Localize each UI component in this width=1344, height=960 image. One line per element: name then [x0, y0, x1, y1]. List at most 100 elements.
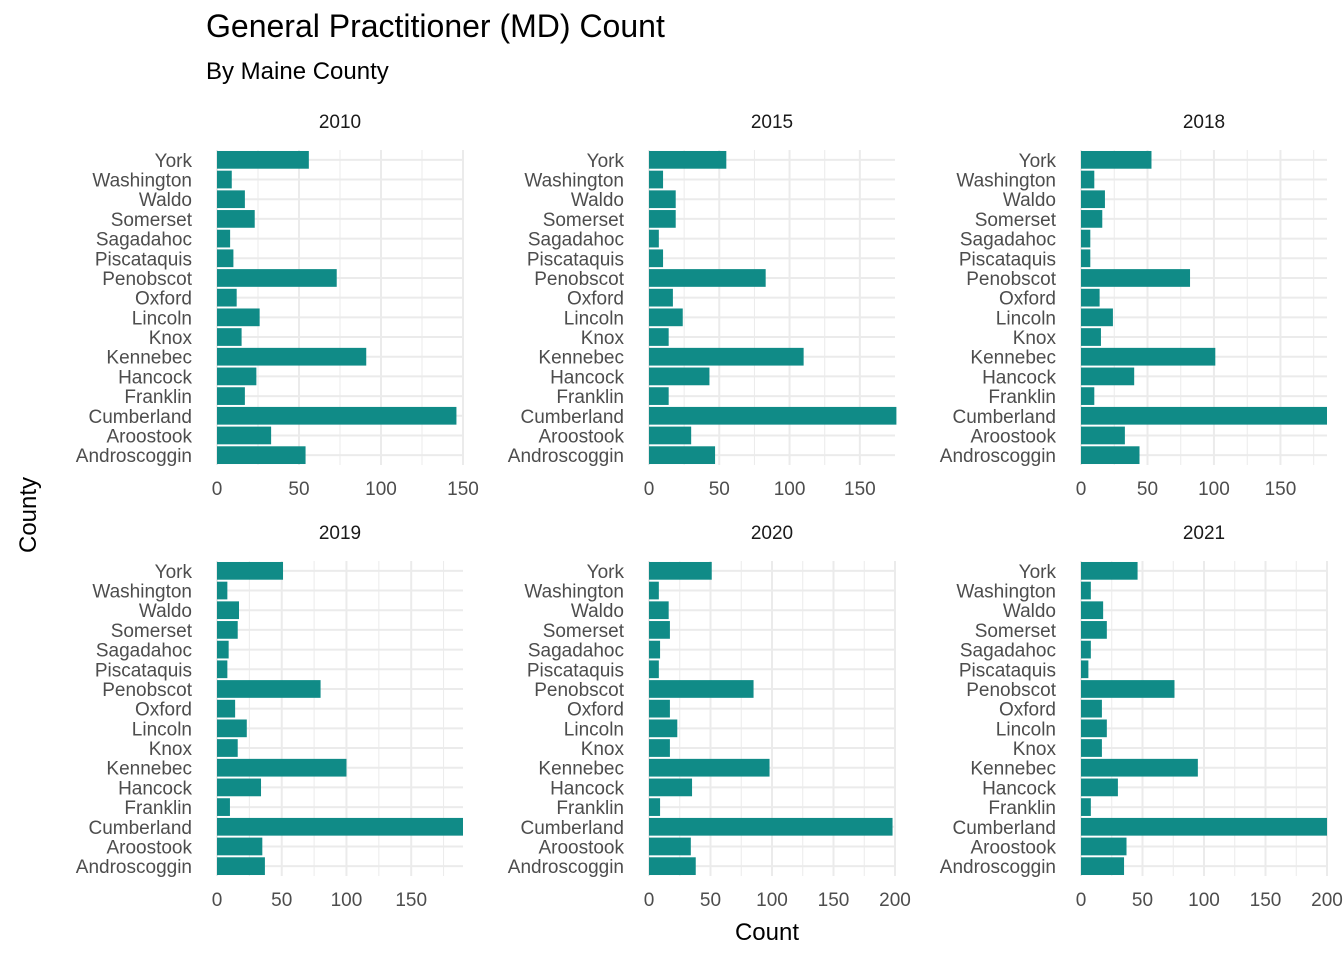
y-tick-label: Kennebec [538, 759, 624, 780]
y-tick-label: Piscataquis [95, 660, 192, 681]
y-tick-label: Lincoln [996, 719, 1056, 740]
bar-knox [217, 328, 242, 346]
y-tick-label: Franklin [556, 798, 624, 819]
x-tick-label: 100 [756, 890, 788, 911]
y-tick-label: Sagadahoc [528, 230, 624, 251]
y-tick-label: Washington [92, 582, 192, 603]
y-tick-label: Cumberland [89, 818, 193, 839]
bar-oxford [217, 699, 236, 718]
y-tick-label: Cumberland [521, 407, 625, 428]
y-tick-label: York [587, 151, 625, 172]
bar-lincoln [217, 308, 260, 327]
y-tick-label: Lincoln [996, 308, 1056, 329]
y-tick-label: York [155, 562, 193, 583]
bar-waldo [649, 190, 676, 209]
bar-oxford [1081, 288, 1100, 307]
bar-hancock [1081, 778, 1118, 797]
y-tick-label: Waldo [571, 601, 624, 622]
x-tick-label: 100 [1188, 890, 1220, 911]
y-tick-label: York [1019, 151, 1057, 172]
bar-sagadahoc [1081, 640, 1091, 659]
y-tick-label: Aroostook [538, 426, 624, 447]
y-tick-label: Penobscot [966, 680, 1057, 701]
x-axis-label: Count [735, 919, 799, 946]
y-tick-label: Knox [1013, 739, 1057, 760]
x-tick-label: 200 [1311, 890, 1343, 911]
y-tick-label: Hancock [982, 778, 1056, 799]
x-tick-label: 100 [331, 890, 363, 911]
x-tick-label: 200 [879, 890, 911, 911]
y-tick-label: Somerset [111, 621, 193, 642]
bar-hancock [649, 778, 693, 797]
y-tick-label: Franklin [556, 387, 624, 408]
y-tick-label: Aroostook [106, 426, 192, 447]
y-tick-label: Androscoggin [508, 857, 624, 878]
bar-kennebec [1081, 347, 1216, 366]
y-tick-label: Waldo [139, 190, 192, 211]
y-tick-label: Kennebec [538, 348, 624, 369]
bar-somerset [649, 210, 676, 228]
bar-aroostook [649, 837, 691, 856]
bar-cumberland [1081, 817, 1327, 836]
bar-york [217, 561, 284, 580]
y-tick-label: Piscataquis [959, 660, 1056, 681]
bar-washington [1081, 581, 1091, 600]
y-tick-label: Hancock [982, 367, 1056, 388]
y-tick-label: Lincoln [564, 719, 624, 740]
bar-sagadahoc [649, 640, 661, 659]
facet-label: 2021 [1183, 523, 1225, 544]
bar-androscoggin [649, 857, 696, 876]
bar-hancock [649, 367, 710, 386]
bar-kennebec [649, 758, 770, 777]
bar-androscoggin [217, 446, 306, 465]
facet-label: 2018 [1183, 112, 1225, 133]
bar-androscoggin [1081, 857, 1125, 876]
bar-aroostook [217, 837, 263, 856]
y-tick-label: Oxford [135, 700, 192, 721]
bar-hancock [1081, 367, 1135, 386]
y-tick-label: Knox [149, 328, 193, 349]
bar-waldo [649, 601, 669, 620]
bar-cumberland [649, 406, 897, 425]
y-tick-label: Washington [524, 171, 624, 192]
y-tick-label: Oxford [135, 289, 192, 310]
y-tick-label: Oxford [567, 289, 624, 310]
x-tick-label: 50 [1137, 479, 1158, 500]
y-tick-label: Sagadahoc [96, 230, 192, 251]
y-tick-label: Hancock [118, 367, 192, 388]
bar-piscataquis [1081, 660, 1089, 679]
y-tick-label: Franklin [988, 798, 1056, 819]
y-tick-label: Lincoln [564, 308, 624, 329]
panel-2020: AndroscogginAroostookCumberlandFranklinH… [508, 523, 911, 911]
y-tick-label: Hancock [550, 367, 624, 388]
y-tick-label: Kennebec [106, 759, 192, 780]
y-tick-label: Aroostook [970, 426, 1056, 447]
y-tick-label: Hancock [118, 778, 192, 799]
y-tick-label: Piscataquis [959, 249, 1056, 270]
bar-waldo [1081, 190, 1105, 209]
bar-lincoln [649, 719, 678, 738]
y-tick-label: Sagadahoc [96, 641, 192, 662]
bar-washington [217, 170, 232, 189]
bar-androscoggin [217, 857, 265, 876]
x-tick-label: 50 [1132, 890, 1153, 911]
bar-kennebec [217, 347, 367, 366]
bar-waldo [217, 190, 245, 209]
y-tick-label: Franklin [124, 798, 192, 819]
bar-waldo [217, 601, 240, 620]
bar-aroostook [1081, 426, 1125, 445]
bar-piscataquis [217, 249, 234, 268]
y-tick-label: Kennebec [970, 348, 1056, 369]
bar-cumberland [217, 406, 457, 425]
bar-piscataquis [1081, 249, 1091, 268]
bar-aroostook [217, 426, 272, 445]
bar-oxford [649, 699, 670, 718]
y-tick-label: Waldo [1003, 601, 1056, 622]
bar-penobscot [649, 680, 754, 698]
bar-kennebec [1081, 758, 1198, 777]
y-tick-label: Penobscot [534, 680, 625, 701]
bar-aroostook [1081, 837, 1127, 856]
y-tick-label: Somerset [975, 210, 1057, 231]
y-tick-label: Piscataquis [95, 249, 192, 270]
bar-lincoln [1081, 308, 1113, 327]
